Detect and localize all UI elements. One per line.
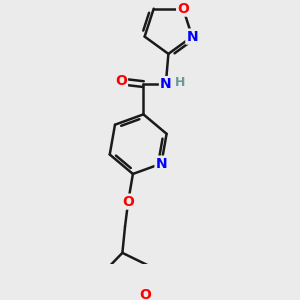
Text: N: N — [155, 157, 167, 171]
Text: H: H — [175, 76, 185, 89]
Text: O: O — [115, 74, 127, 88]
Text: O: O — [122, 195, 134, 208]
Text: N: N — [186, 30, 198, 44]
Text: N: N — [160, 77, 172, 91]
Text: O: O — [139, 288, 151, 300]
Text: O: O — [177, 2, 189, 16]
